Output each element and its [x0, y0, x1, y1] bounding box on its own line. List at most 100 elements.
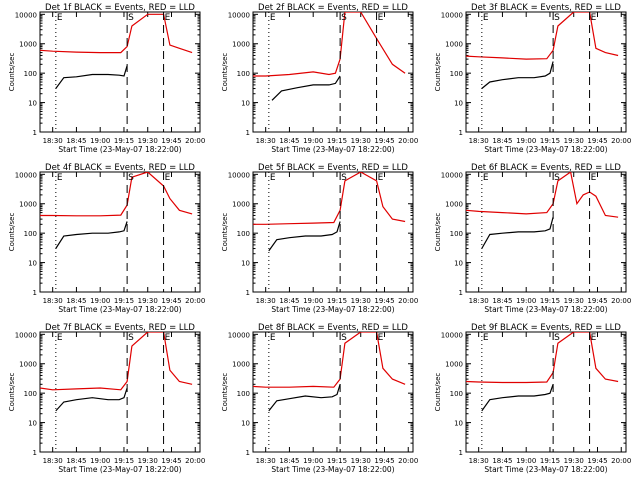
y-tick-label: 1: [33, 129, 37, 137]
y-tick-label: 100: [450, 390, 463, 398]
series-line-events: [55, 221, 128, 249]
event-marker-label: S: [128, 173, 134, 183]
x-tick-label: 20:00: [185, 297, 205, 305]
x-tick-label: 18:45: [492, 457, 512, 465]
x-tick-label: 18:30: [43, 297, 63, 305]
panel-title: Det 2f BLACK = Events, RED = LLD: [258, 3, 408, 13]
series-line-events: [55, 65, 128, 89]
y-tick-label: 10: [28, 260, 37, 268]
event-marker-label: E: [483, 13, 489, 23]
x-tick-label: 20:00: [611, 297, 631, 305]
y-tick-label: 100: [237, 230, 250, 238]
x-tick-label: 19:30: [564, 297, 584, 305]
x-tick-label: 19:45: [374, 457, 394, 465]
y-tick-label: 1000: [232, 201, 250, 209]
series-line-events: [481, 384, 554, 412]
plot-frame: [39, 331, 201, 453]
event-marker-label: E: [378, 173, 384, 183]
x-tick-label: 18:45: [279, 457, 299, 465]
panel-3: Det 3f BLACK = Events, RED = LLD 1 10 100 10…: [434, 3, 631, 154]
x-tick-label: 18:45: [66, 457, 86, 465]
x-tick-label: 19:45: [587, 457, 607, 465]
x-tick-label: 19:45: [161, 457, 181, 465]
y-axis-label: Counts/sec: [434, 53, 442, 92]
panel-title: Det 1f BLACK = Events, RED = LLD: [45, 3, 195, 13]
x-tick-label: 20:00: [398, 457, 418, 465]
plot-frame: [39, 171, 201, 293]
event-marker-label: S: [341, 173, 347, 183]
x-tick-label: 20:00: [185, 137, 205, 145]
event-marker-label: E: [270, 173, 276, 183]
y-axis-label: Counts/sec: [434, 213, 442, 252]
y-tick-label: 1000: [19, 201, 37, 209]
x-tick-label: 19:00: [516, 137, 536, 145]
panel-title: Det 9f BLACK = Events, RED = LLD: [471, 323, 621, 333]
series-line-events: [271, 75, 341, 101]
y-tick-label: 100: [24, 70, 37, 78]
x-tick-label: 19:30: [564, 457, 584, 465]
x-tick-label: 18:45: [279, 297, 299, 305]
y-tick-label: 100: [450, 230, 463, 238]
panel-title: Det 5f BLACK = Events, RED = LLD: [258, 163, 408, 173]
event-marker-label: E: [270, 13, 276, 23]
y-tick-label: 10: [454, 420, 463, 428]
x-tick-label: 20:00: [185, 457, 205, 465]
y-tick-label: 100: [237, 390, 250, 398]
panel-title: Det 8f BLACK = Events, RED = LLD: [258, 323, 408, 333]
y-tick-label: 10: [241, 260, 250, 268]
x-tick-label: 18:30: [256, 297, 276, 305]
series-line-lld: [253, 172, 406, 225]
y-tick-label: 1: [246, 129, 250, 137]
event-marker-label: E: [165, 333, 171, 343]
y-tick-label: 10: [454, 100, 463, 108]
series-line-lld: [40, 172, 193, 217]
x-tick-label: 19:30: [138, 137, 158, 145]
y-tick-label: 1: [33, 289, 37, 297]
y-tick-label: 1000: [19, 361, 37, 369]
panel-4: Det 4f BLACK = Events, RED = LLD 1 10 100 10…: [8, 163, 205, 314]
event-marker-label: E: [591, 333, 597, 343]
x-tick-label: 19:30: [138, 457, 158, 465]
panel-1: Det 1f BLACK = Events, RED = LLD 1 10 100 10…: [8, 3, 205, 154]
y-axis-label: Counts/sec: [8, 373, 16, 412]
x-tick-label: 20:00: [611, 457, 631, 465]
y-axis-label: Counts/sec: [221, 373, 229, 412]
x-tick-label: 19:45: [161, 137, 181, 145]
x-tick-label: 18:45: [66, 137, 86, 145]
y-tick-label: 1000: [19, 41, 37, 49]
event-marker-label: E: [57, 333, 63, 343]
event-marker-label: E: [378, 13, 384, 23]
plot-frame: [39, 11, 201, 133]
y-tick-label: 10000: [15, 171, 37, 179]
x-tick-label: 18:45: [492, 137, 512, 145]
x-axis-label: Start Time (23-May-07 18:22:00): [484, 145, 607, 154]
x-tick-label: 19:15: [114, 297, 134, 305]
x-tick-label: 19:45: [161, 297, 181, 305]
x-axis-label: Start Time (23-May-07 18:22:00): [271, 305, 394, 314]
x-tick-label: 20:00: [398, 297, 418, 305]
event-marker-label: S: [554, 333, 560, 343]
panel-title: Det 4f BLACK = Events, RED = LLD: [45, 163, 195, 173]
event-marker-label: E: [483, 173, 489, 183]
x-tick-label: 18:45: [66, 297, 86, 305]
y-tick-label: 10: [241, 420, 250, 428]
y-tick-label: 1: [459, 449, 463, 457]
y-tick-label: 10000: [228, 11, 250, 19]
y-tick-label: 10000: [441, 11, 463, 19]
y-tick-label: 100: [237, 70, 250, 78]
y-tick-label: 10: [28, 100, 37, 108]
series-line-lld: [40, 332, 193, 391]
y-tick-label: 1: [246, 289, 250, 297]
x-axis-label: Start Time (23-May-07 18:22:00): [484, 465, 607, 474]
x-tick-label: 20:00: [611, 137, 631, 145]
y-axis-label: Counts/sec: [434, 373, 442, 412]
x-tick-label: 19:30: [351, 297, 371, 305]
y-tick-label: 1000: [232, 361, 250, 369]
y-tick-label: 10: [454, 260, 463, 268]
x-tick-label: 18:30: [256, 137, 276, 145]
panel-5: Det 5f BLACK = Events, RED = LLD 1 10 100 10…: [221, 163, 418, 314]
x-axis-label: Start Time (23-May-07 18:22:00): [271, 465, 394, 474]
event-marker-label: S: [341, 13, 347, 23]
y-tick-label: 10000: [228, 171, 250, 179]
panel-title: Det 3f BLACK = Events, RED = LLD: [471, 3, 621, 13]
